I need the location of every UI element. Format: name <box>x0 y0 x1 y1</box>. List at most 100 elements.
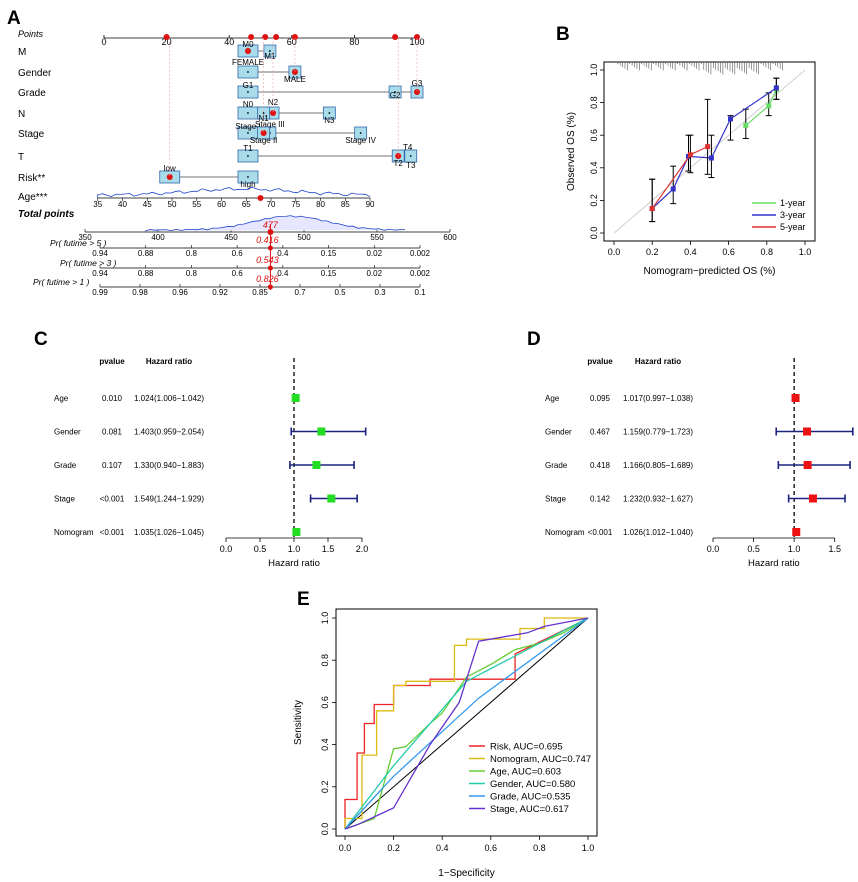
roc-curve <box>344 617 589 830</box>
panel-label-a: A <box>7 8 21 29</box>
selected-level-dot <box>166 174 173 180</box>
x-tick-label: 0.4 <box>684 247 697 257</box>
calibration-panel: 0.0 0.2 0.4 0.6 0.8 1.0 0.0 0.2 0.4 0.6 0.8 1.0 Nomo… <box>566 61 816 277</box>
age-tick-label: 45 <box>143 200 152 209</box>
survival-tick-label: 0.6 <box>232 249 244 258</box>
survival-tick-label: 0.94 <box>92 269 108 278</box>
pvalue-header: pvalue <box>99 357 125 366</box>
row-name: Gender <box>54 428 81 437</box>
x-tick-label: 0.0 <box>339 843 352 853</box>
x-tick-label: 1.0 <box>799 247 812 257</box>
level-label: T4 <box>403 143 413 152</box>
survival-tick-label: 0.96 <box>172 288 188 297</box>
calibration-point <box>670 186 676 192</box>
row-hazard-ratio: 1.403(0.959−2.054) <box>134 428 204 437</box>
hazard-ratio-header: Hazard ratio <box>635 357 681 366</box>
legend-label: Nomogram, AUC=0.747 <box>490 754 591 765</box>
age-tick-label: 70 <box>267 200 276 209</box>
hazard-ratio-marker <box>292 528 301 536</box>
row-pvalue: 0.095 <box>590 394 611 403</box>
row-pvalue: 0.081 <box>102 428 123 437</box>
points-marker-dot <box>392 34 399 40</box>
x-tick-label: 0.8 <box>533 843 546 853</box>
hazard-ratio-marker <box>312 461 321 469</box>
x-axis-label: 1−Specificity <box>438 868 494 879</box>
hazard-ratio-marker <box>792 528 801 536</box>
level-center-dot <box>247 112 249 114</box>
nomogram-variable-label: Gender <box>18 68 52 79</box>
survival-value-label: 0.543 <box>256 255 279 265</box>
panel-label-e: E <box>297 589 310 610</box>
total-density-curve <box>144 215 406 232</box>
level-center-dot <box>328 112 331 114</box>
survival-tick-label: 0.98 <box>132 288 148 297</box>
calibration-series-line <box>651 87 777 209</box>
calibration-series-line <box>651 146 708 209</box>
survival-dot <box>267 245 273 251</box>
points-marker-dot <box>248 34 255 40</box>
y-tick-label: 0.8 <box>589 96 599 109</box>
x-tick-label: 0.2 <box>646 247 659 257</box>
calibration-point <box>708 155 714 161</box>
chance-diagonal <box>344 617 589 830</box>
calibration-point <box>728 116 734 122</box>
legend-label: 3-year <box>780 210 806 220</box>
hazard-ratio-marker <box>327 494 336 503</box>
points-marker-dot <box>414 34 420 40</box>
y-tick-label: 0.6 <box>589 129 599 142</box>
roc-panel: 0.0 0.2 0.4 0.6 0.8 1.0 0.0 0.2 0.4 0.6 0.8 1.0 1−Sp… <box>293 608 598 879</box>
level-label: MALE <box>284 75 306 84</box>
row-hazard-ratio: 1.026(1.012−1.040) <box>623 528 693 537</box>
survival-tick-label: 0.8 <box>186 249 198 258</box>
survival-tick-label: 0.7 <box>294 288 306 297</box>
legend-label: 5-year <box>780 222 806 232</box>
row-hazard-ratio: 1.035(1.026−1.045) <box>134 528 204 537</box>
selected-level-dot <box>270 110 277 116</box>
age-density-curve <box>97 186 371 199</box>
level-center-dot <box>247 91 249 93</box>
level-label: Stage I <box>235 122 260 131</box>
y-tick-label: 0.2 <box>589 194 599 207</box>
total-tick-label: 350 <box>78 233 92 242</box>
survival-tick-label: 0.02 <box>366 269 382 278</box>
x-tick-label: 2.0 <box>356 544 369 554</box>
roc-curve <box>344 617 589 829</box>
survival-axis-label: Pr( futime > 1 ) <box>33 277 90 287</box>
points-marker-dot <box>273 34 280 40</box>
legend-label: 1-year <box>780 198 806 208</box>
level-label: low <box>164 164 176 173</box>
level-label: G2 <box>390 91 401 100</box>
hazard-ratio-marker <box>317 427 326 436</box>
level-label: high <box>240 180 255 189</box>
row-name: Age <box>545 394 560 403</box>
panel-label-d: D <box>527 329 541 350</box>
nomogram-variable-label: T <box>18 152 24 163</box>
calibration-point <box>687 152 693 158</box>
x-tick-label: 0.6 <box>485 843 498 853</box>
forest-plot-univariate: pvalue Hazard ratio Age 0.010 1.024(1.006−1.… <box>54 357 368 569</box>
legend-label: Grade, AUC=0.535 <box>490 792 571 803</box>
points-axis-label: Points <box>18 29 44 39</box>
age-tick-label: 75 <box>291 200 300 209</box>
level-label: M0 <box>242 40 254 49</box>
age-tick-label: 90 <box>366 200 375 209</box>
age-tick-label: 85 <box>341 200 350 209</box>
survival-tick-label: 0.15 <box>321 269 337 278</box>
level-label: Stage III <box>255 120 285 129</box>
row-name: Age <box>54 394 69 403</box>
row-name: Grade <box>54 461 77 470</box>
level-center-dot <box>247 132 249 134</box>
level-label: T3 <box>406 161 416 170</box>
survival-tick-label: 0.02 <box>366 249 382 258</box>
total-tick-label: 550 <box>370 233 384 242</box>
y-tick-label: 0.4 <box>320 738 330 751</box>
points-tick-label: 0 <box>101 37 106 47</box>
y-tick-label: 0.2 <box>320 781 330 794</box>
calibration-point <box>649 206 655 212</box>
row-hazard-ratio: 1.330(0.940−1.883) <box>134 461 204 470</box>
level-center-dot <box>359 132 362 134</box>
nomogram-variable-label: M <box>18 47 26 58</box>
hazard-ratio-marker <box>791 394 800 402</box>
hazard-ratio-marker <box>291 394 300 402</box>
survival-tick-label: 0.5 <box>334 288 346 297</box>
